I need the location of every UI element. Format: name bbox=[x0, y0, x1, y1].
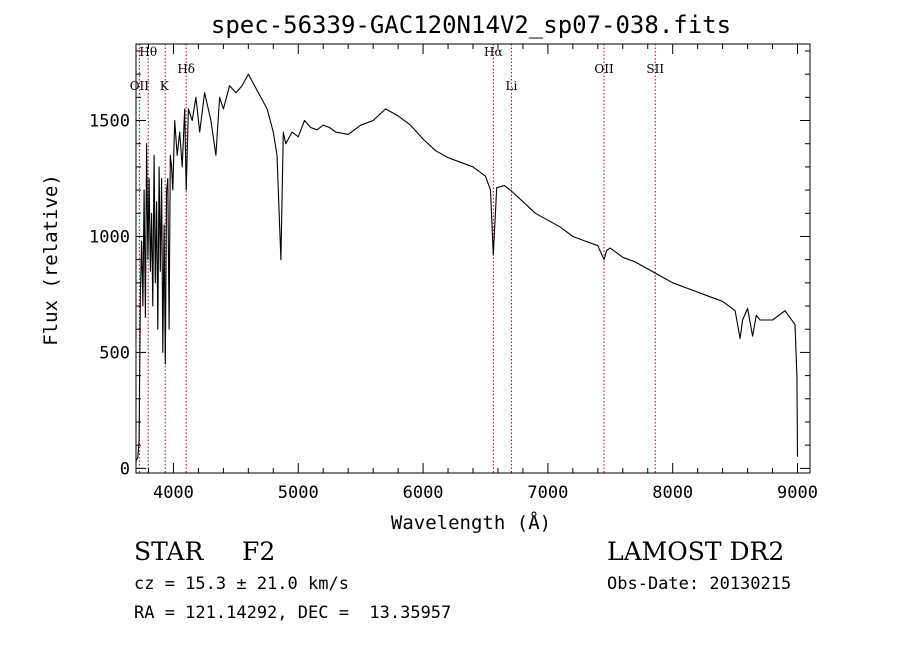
spectral-line-markers: OII Hθ K Hδ Hα Li OII SII bbox=[130, 44, 664, 473]
object-subclass: F2 bbox=[242, 537, 276, 566]
x-tick-label: 6000 bbox=[403, 483, 444, 503]
line-label: K bbox=[160, 79, 170, 93]
survey-label: LAMOST DR2 bbox=[607, 537, 785, 566]
obs-date: Obs-Date: 20130215 bbox=[607, 574, 792, 594]
axis-ticks: 4000 5000 6000 7000 8000 9000 0 500 1000 1500 bbox=[89, 44, 818, 503]
x-tick-label: 7000 bbox=[527, 483, 568, 503]
plot-frame bbox=[135, 43, 811, 474]
line-label: OII bbox=[130, 79, 150, 93]
line-label: Li bbox=[506, 79, 518, 93]
line-label: Hθ bbox=[139, 45, 157, 59]
y-tick-label: 500 bbox=[99, 343, 130, 363]
x-axis-label: Wavelength (Å) bbox=[391, 511, 551, 534]
y-tick-label: 1000 bbox=[89, 227, 130, 247]
chart-title: spec-56339-GAC120N14V2_sp07-038.fits bbox=[211, 11, 731, 39]
x-tick-label: 4000 bbox=[153, 483, 194, 503]
line-label: Hδ bbox=[177, 62, 195, 76]
x-tick-label: 5000 bbox=[278, 483, 319, 503]
line-label: OII bbox=[594, 62, 614, 76]
y-axis-label: Flux (relative) bbox=[40, 174, 62, 346]
object-class: STAR bbox=[134, 537, 204, 566]
y-tick-label: 1500 bbox=[89, 112, 130, 132]
redshift-info: cz = 15.3 ± 21.0 km/s bbox=[134, 574, 349, 594]
spectrum-line bbox=[135, 73, 799, 462]
spectrum-chart: spec-56339-GAC120N14V2_sp07-038.fits OII… bbox=[40, 11, 818, 534]
x-tick-label: 8000 bbox=[652, 483, 693, 503]
x-tick-label: 9000 bbox=[777, 483, 818, 503]
coordinates-info: RA = 121.14292, DEC = 13.35957 bbox=[134, 603, 452, 623]
y-tick-label: 0 bbox=[120, 459, 130, 479]
line-label: SII bbox=[646, 62, 664, 76]
line-label: Hα bbox=[484, 45, 503, 59]
